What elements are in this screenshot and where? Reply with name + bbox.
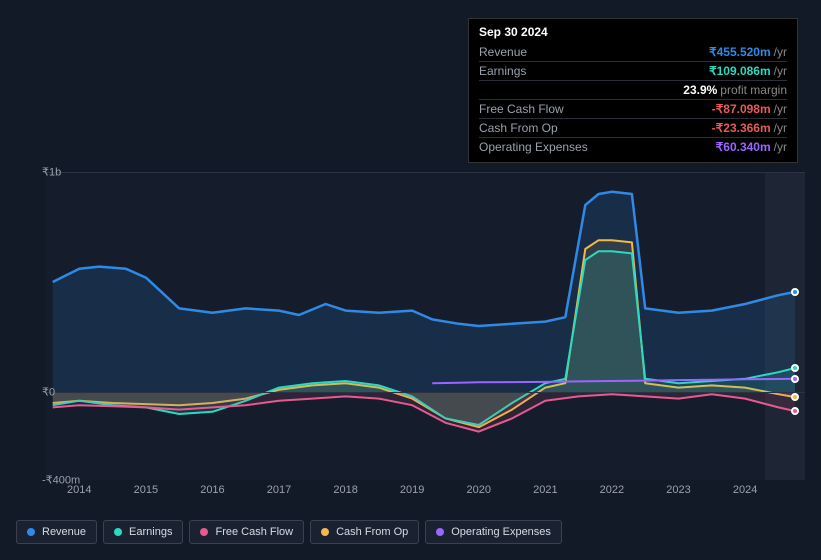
tooltip-row: Cash From Op -₹23.366m/yr <box>479 118 787 137</box>
tooltip-row: Free Cash Flow -₹87.098m/yr <box>479 99 787 118</box>
legend-label: Cash From Op <box>336 526 408 538</box>
legend-label: Revenue <box>42 526 86 538</box>
x-axis-label: 2015 <box>134 484 158 496</box>
tooltip-row: Operating Expenses ₹60.340m/yr <box>479 137 787 156</box>
x-axis-label: 2021 <box>533 484 557 496</box>
legend-label: Operating Expenses <box>451 526 551 538</box>
legend-item-cash_from_op[interactable]: Cash From Op <box>310 520 419 544</box>
x-axis-label: 2017 <box>267 484 291 496</box>
gridline <box>46 172 805 173</box>
chart-svg <box>46 172 805 480</box>
tooltip-row-value: 23.9%profit margin <box>683 83 787 97</box>
tooltip-row-value: -₹87.098m/yr <box>712 102 787 116</box>
earnings-end-dot <box>791 364 799 372</box>
chart-legend: Revenue Earnings Free Cash Flow Cash From O… <box>16 520 562 544</box>
tooltip-row-value: ₹60.340m/yr <box>716 140 787 154</box>
legend-dot-icon <box>114 528 122 536</box>
tooltip-row-label: Free Cash Flow <box>479 102 564 116</box>
x-axis-label: 2022 <box>600 484 624 496</box>
tooltip-row-value: ₹455.520m/yr <box>709 45 787 59</box>
legend-item-earnings[interactable]: Earnings <box>103 520 183 544</box>
y-axis-label: ₹1b <box>42 166 61 179</box>
legend-item-operating_expenses[interactable]: Operating Expenses <box>425 520 562 544</box>
tooltip-row-label: Earnings <box>479 64 526 78</box>
gridline <box>46 392 805 393</box>
tooltip-row-value: -₹23.366m/yr <box>712 121 787 135</box>
revenue-area <box>53 192 795 392</box>
x-axis-label: 2020 <box>467 484 491 496</box>
tooltip-row: 23.9%profit margin <box>479 80 787 99</box>
x-axis-label: 2019 <box>400 484 424 496</box>
legend-dot-icon <box>27 528 35 536</box>
tooltip-row-label: Revenue <box>479 45 527 59</box>
plot-area[interactable] <box>46 172 805 480</box>
cash_from_op-end-dot <box>791 393 799 401</box>
revenue-end-dot <box>791 288 799 296</box>
x-axis-label: 2016 <box>200 484 224 496</box>
tooltip-date: Sep 30 2024 <box>479 25 787 39</box>
operating_expenses-end-dot <box>791 375 799 383</box>
x-axis: 2014201520162017201820192020202120222023… <box>46 484 805 498</box>
legend-item-revenue[interactable]: Revenue <box>16 520 97 544</box>
x-axis-label: 2023 <box>666 484 690 496</box>
free_cash_flow-end-dot <box>791 407 799 415</box>
tooltip-row: Earnings ₹109.086m/yr <box>479 61 787 80</box>
x-axis-label: 2024 <box>733 484 757 496</box>
legend-dot-icon <box>436 528 444 536</box>
legend-item-free_cash_flow[interactable]: Free Cash Flow <box>189 520 304 544</box>
legend-dot-icon <box>321 528 329 536</box>
legend-dot-icon <box>200 528 208 536</box>
x-axis-label: 2018 <box>333 484 357 496</box>
y-axis-label: ₹0 <box>42 386 55 399</box>
chart-tooltip: Sep 30 2024 Revenue ₹455.520m/yr Earnings ₹… <box>468 18 798 163</box>
financials-chart: 2014201520162017201820192020202120222023… <box>16 160 805 510</box>
tooltip-row-value: ₹109.086m/yr <box>709 64 787 78</box>
tooltip-row-label: Operating Expenses <box>479 140 588 154</box>
legend-label: Earnings <box>129 526 172 538</box>
y-axis-label: -₹400m <box>42 474 80 487</box>
tooltip-row: Revenue ₹455.520m/yr <box>479 43 787 61</box>
tooltip-row-label: Cash From Op <box>479 121 558 135</box>
legend-label: Free Cash Flow <box>215 526 293 538</box>
